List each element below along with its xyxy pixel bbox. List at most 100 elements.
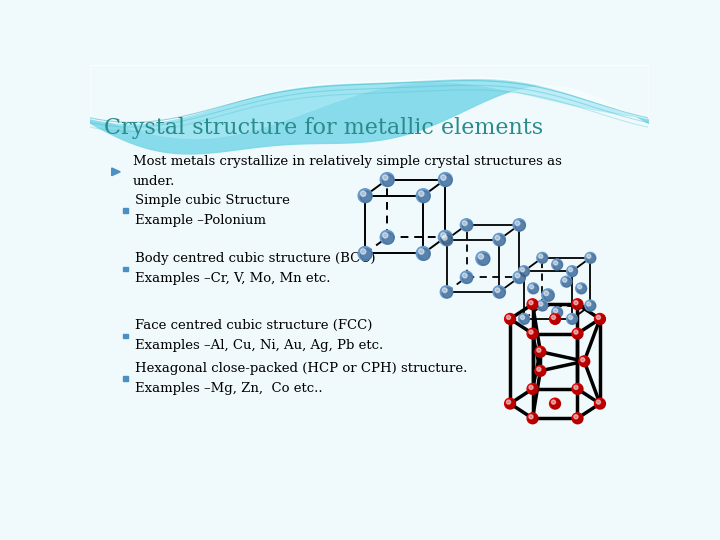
Circle shape bbox=[360, 248, 372, 260]
Circle shape bbox=[537, 252, 548, 263]
Circle shape bbox=[441, 174, 452, 186]
Circle shape bbox=[554, 261, 558, 265]
Circle shape bbox=[442, 288, 453, 298]
Circle shape bbox=[416, 247, 431, 260]
Circle shape bbox=[442, 288, 447, 293]
Circle shape bbox=[596, 315, 606, 325]
Circle shape bbox=[552, 315, 560, 325]
Circle shape bbox=[574, 415, 583, 424]
Circle shape bbox=[518, 266, 529, 276]
Circle shape bbox=[595, 398, 606, 409]
Circle shape bbox=[478, 254, 490, 265]
Bar bbox=[123, 376, 128, 381]
Circle shape bbox=[441, 233, 453, 246]
Circle shape bbox=[529, 330, 533, 334]
Circle shape bbox=[478, 254, 484, 259]
Circle shape bbox=[537, 367, 541, 372]
Circle shape bbox=[529, 415, 533, 419]
Circle shape bbox=[596, 400, 606, 409]
Circle shape bbox=[441, 175, 446, 180]
Circle shape bbox=[527, 299, 538, 309]
Circle shape bbox=[572, 299, 583, 309]
Circle shape bbox=[537, 348, 541, 352]
Circle shape bbox=[438, 173, 452, 186]
Circle shape bbox=[572, 413, 583, 424]
Circle shape bbox=[506, 315, 516, 325]
Circle shape bbox=[596, 315, 600, 320]
Circle shape bbox=[521, 315, 529, 325]
Circle shape bbox=[382, 174, 394, 186]
Circle shape bbox=[544, 291, 549, 295]
Circle shape bbox=[527, 413, 538, 424]
Circle shape bbox=[528, 330, 538, 339]
Circle shape bbox=[462, 273, 467, 278]
Circle shape bbox=[539, 254, 543, 258]
Circle shape bbox=[536, 348, 546, 357]
Circle shape bbox=[515, 221, 526, 231]
Circle shape bbox=[442, 235, 453, 246]
Circle shape bbox=[442, 235, 447, 240]
Circle shape bbox=[536, 367, 546, 376]
Circle shape bbox=[561, 276, 572, 287]
Circle shape bbox=[528, 385, 538, 394]
Circle shape bbox=[549, 314, 560, 325]
Polygon shape bbox=[112, 168, 120, 176]
Circle shape bbox=[587, 254, 595, 263]
Circle shape bbox=[418, 248, 431, 260]
Circle shape bbox=[380, 231, 394, 244]
Text: Face centred cubic structure (FCC)
Examples –Al, Cu, Ni, Au, Ag, Pb etc.: Face centred cubic structure (FCC) Examp… bbox=[135, 319, 383, 352]
Circle shape bbox=[563, 278, 567, 282]
Circle shape bbox=[506, 400, 516, 409]
Circle shape bbox=[416, 189, 431, 202]
Circle shape bbox=[521, 268, 525, 272]
Text: Most metals crystallize in relatively simple crystal structures as
under.: Most metals crystallize in relatively si… bbox=[132, 156, 562, 188]
Circle shape bbox=[493, 233, 505, 246]
Circle shape bbox=[544, 291, 554, 301]
Circle shape bbox=[441, 232, 452, 244]
Circle shape bbox=[513, 271, 526, 284]
Circle shape bbox=[495, 288, 505, 298]
Circle shape bbox=[521, 267, 529, 276]
Circle shape bbox=[587, 302, 595, 311]
Circle shape bbox=[360, 191, 372, 202]
Text: Crystal structure for metallic elements: Crystal structure for metallic elements bbox=[104, 117, 543, 139]
Circle shape bbox=[518, 314, 529, 325]
Circle shape bbox=[554, 309, 558, 313]
Bar bbox=[123, 267, 128, 271]
Circle shape bbox=[552, 315, 556, 320]
Circle shape bbox=[418, 191, 424, 197]
Circle shape bbox=[521, 315, 525, 320]
Circle shape bbox=[542, 289, 554, 301]
Circle shape bbox=[552, 400, 560, 409]
Circle shape bbox=[529, 285, 539, 294]
Circle shape bbox=[361, 249, 366, 254]
Circle shape bbox=[418, 191, 431, 202]
Circle shape bbox=[462, 273, 473, 284]
Circle shape bbox=[569, 268, 572, 272]
Circle shape bbox=[528, 300, 538, 309]
Text: Simple cubic Structure
Example –Polonium: Simple cubic Structure Example –Polonium bbox=[135, 194, 290, 227]
Circle shape bbox=[568, 315, 577, 325]
Circle shape bbox=[567, 314, 577, 325]
Bar bbox=[123, 334, 128, 338]
Circle shape bbox=[539, 302, 548, 311]
Circle shape bbox=[528, 283, 539, 294]
Circle shape bbox=[569, 315, 572, 320]
Circle shape bbox=[358, 189, 372, 202]
Circle shape bbox=[580, 357, 585, 362]
Circle shape bbox=[579, 356, 590, 367]
Circle shape bbox=[577, 285, 582, 289]
Circle shape bbox=[515, 273, 520, 278]
Circle shape bbox=[596, 400, 600, 404]
Circle shape bbox=[576, 283, 587, 294]
Circle shape bbox=[574, 301, 578, 305]
Circle shape bbox=[528, 415, 538, 424]
Circle shape bbox=[539, 302, 543, 306]
Circle shape bbox=[574, 330, 583, 339]
Circle shape bbox=[529, 285, 534, 289]
Circle shape bbox=[567, 266, 577, 276]
Circle shape bbox=[382, 233, 388, 238]
Circle shape bbox=[595, 314, 606, 325]
Circle shape bbox=[361, 191, 366, 197]
Circle shape bbox=[495, 235, 505, 246]
